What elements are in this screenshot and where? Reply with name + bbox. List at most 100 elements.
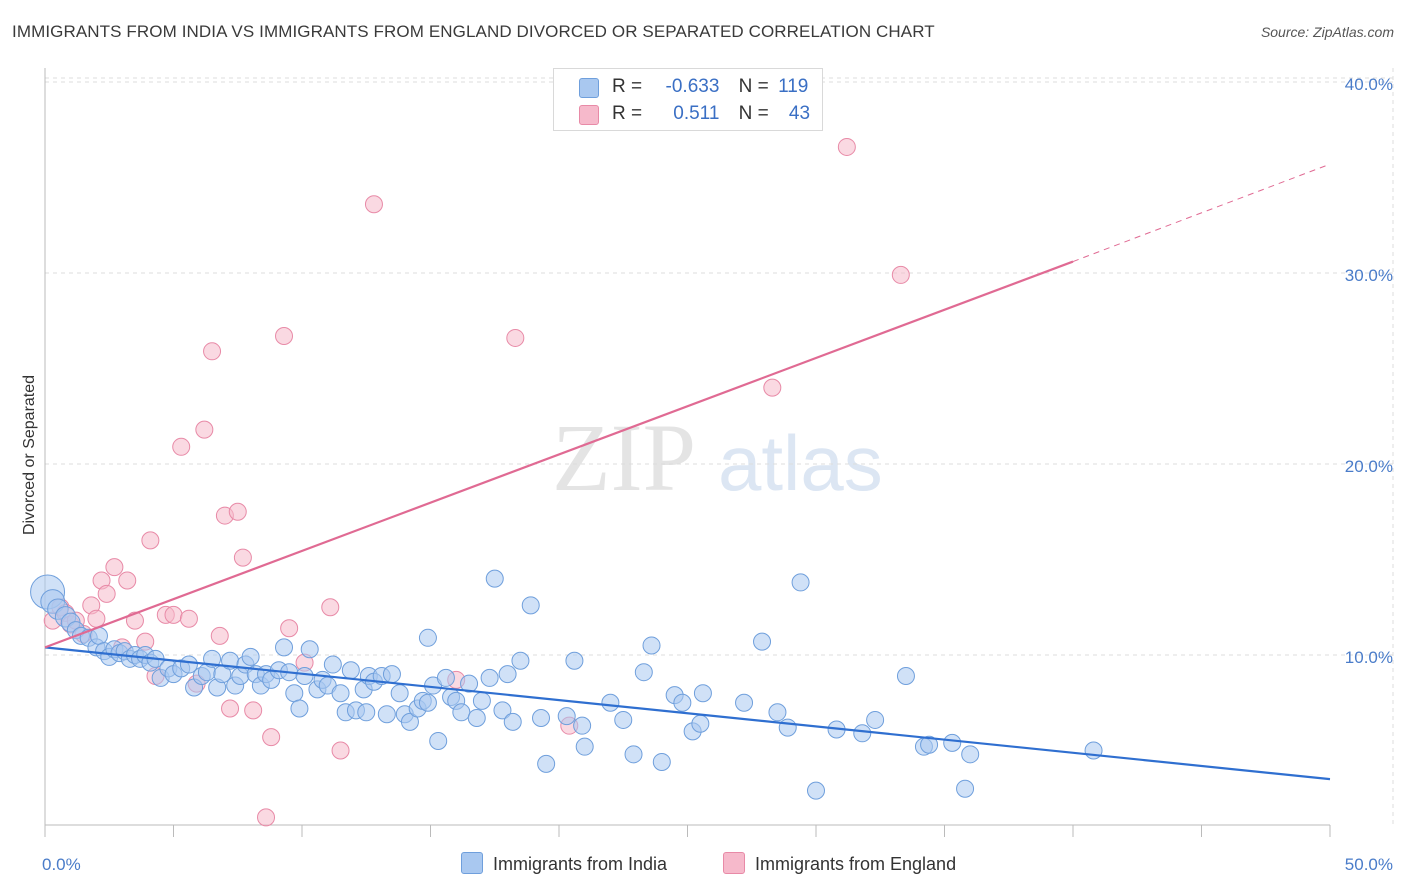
india-point xyxy=(943,733,962,752)
india-point xyxy=(691,714,710,733)
india-point xyxy=(866,710,885,729)
india-point xyxy=(673,693,692,712)
india-point xyxy=(377,705,396,724)
england-point xyxy=(275,327,294,346)
bottom-legend-label-india: Immigrants from India xyxy=(493,854,668,874)
india-point xyxy=(768,703,787,722)
india-point xyxy=(601,693,620,712)
england-point xyxy=(228,502,247,521)
india-points xyxy=(30,569,1103,800)
england-point xyxy=(118,571,137,590)
india-point xyxy=(961,745,980,764)
legend-r-value: -0.633 xyxy=(665,76,720,97)
india-point xyxy=(537,754,556,773)
england-point xyxy=(837,137,856,156)
india-point xyxy=(956,779,975,798)
legend-r-label: R = xyxy=(612,103,643,124)
india-point xyxy=(807,781,825,800)
bottom-legend-england: Immigrants from England xyxy=(723,852,956,875)
legend-n-value: 43 xyxy=(788,103,811,124)
axes xyxy=(44,68,1331,837)
india-point xyxy=(503,712,522,731)
bottom-legend-swatch-england xyxy=(723,852,745,874)
india-point xyxy=(357,703,376,722)
england-point xyxy=(506,328,525,347)
india-point xyxy=(557,707,576,726)
england-point xyxy=(105,558,124,577)
india-point xyxy=(532,709,551,728)
england-trend-line xyxy=(44,260,1074,649)
england-point xyxy=(233,548,252,567)
india-point xyxy=(418,628,437,647)
england-point xyxy=(195,420,214,439)
y-tick-label: 40.0% xyxy=(1345,75,1393,94)
legend-swatch-india xyxy=(579,78,599,98)
india-point xyxy=(467,709,486,728)
england-point xyxy=(221,699,240,718)
england-point xyxy=(244,701,263,720)
y-tick-label: 20.0% xyxy=(1345,457,1393,476)
india-point xyxy=(452,703,471,722)
bottom-legend-swatch-india xyxy=(461,852,483,874)
india-point xyxy=(485,569,504,588)
england-point xyxy=(262,728,281,747)
england-point xyxy=(179,609,198,628)
india-point xyxy=(331,684,350,703)
india-point xyxy=(460,674,479,693)
bottom-legend-india: Immigrants from India xyxy=(461,852,667,875)
legend-r-value: 0.511 xyxy=(673,103,720,124)
england-point xyxy=(280,619,299,638)
england-point xyxy=(763,378,782,397)
india-point xyxy=(275,638,294,657)
india-point xyxy=(573,716,592,735)
india-point xyxy=(511,651,530,670)
india-point xyxy=(429,731,448,750)
y-tick-label: 30.0% xyxy=(1345,266,1393,285)
india-point xyxy=(521,596,540,615)
india-point xyxy=(853,724,872,743)
india-point xyxy=(565,651,584,670)
england-point xyxy=(97,584,116,603)
india-point xyxy=(778,718,797,737)
england-point xyxy=(87,609,106,628)
india-point xyxy=(285,684,304,703)
england-point xyxy=(141,531,160,550)
y-axis-label: Divorced or Separated xyxy=(21,375,38,535)
india-point xyxy=(480,668,499,687)
india-point xyxy=(498,665,517,684)
india-point xyxy=(735,693,754,712)
india-point xyxy=(624,745,643,764)
x-tick-label: 50.0% xyxy=(1345,855,1393,874)
watermark-atlas: atlas xyxy=(718,419,883,507)
england-trend-extension xyxy=(1072,163,1331,263)
india-point xyxy=(472,691,491,710)
watermark-zip: ZIP xyxy=(552,404,696,511)
y-tick-label: 10.0% xyxy=(1345,648,1393,667)
india-point xyxy=(575,737,594,756)
source-note: Source: ZipAtlas.com xyxy=(1260,24,1394,40)
grid xyxy=(45,68,1394,825)
india-point xyxy=(323,655,342,674)
india-point xyxy=(382,665,401,684)
india-point xyxy=(241,647,260,666)
india-point xyxy=(493,701,512,720)
trend-lines xyxy=(44,163,1331,781)
watermark: ZIP atlas xyxy=(552,404,883,511)
india-point xyxy=(341,661,360,680)
england-point xyxy=(203,342,222,361)
england-point xyxy=(321,598,340,617)
india-point xyxy=(436,668,455,687)
india-point xyxy=(642,636,661,655)
stats-legend: R = -0.633 N = 119 R = 0.511 N = 43 xyxy=(553,68,823,131)
india-point xyxy=(390,684,409,703)
england-point xyxy=(257,808,276,827)
bottom-legend-label-england: Immigrants from England xyxy=(755,854,957,874)
legend-n-value: 119 xyxy=(778,76,809,97)
legend-swatch-england xyxy=(579,105,599,125)
chart-title: IMMIGRANTS FROM INDIA VS IMMIGRANTS FROM… xyxy=(12,22,935,41)
india-trend-line xyxy=(44,646,1331,781)
india-point xyxy=(300,640,319,659)
india-point xyxy=(896,667,915,686)
england-point xyxy=(164,605,183,624)
